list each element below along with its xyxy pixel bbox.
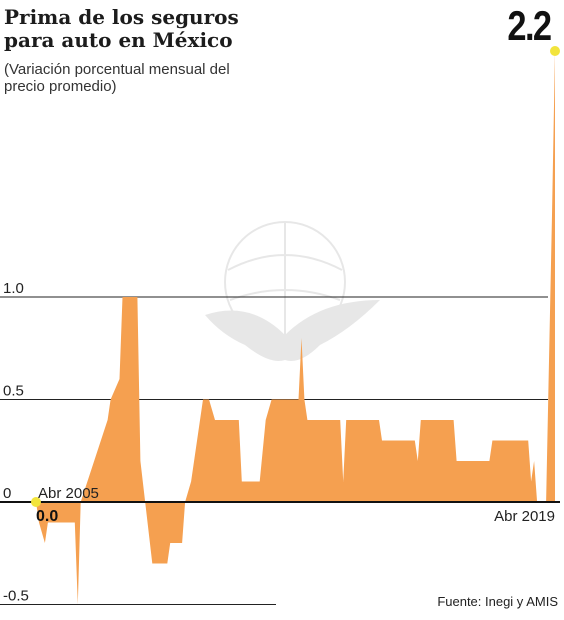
y-tick-label: -0.5: [3, 588, 29, 605]
series-area: [36, 51, 555, 605]
end-date-label: Abr 2019: [494, 508, 555, 525]
start-date-label: Abr 2005: [38, 485, 99, 502]
chart-subtitle: (Variación porcentual mensual del precio…: [4, 61, 230, 95]
watermark-eagle-icon: [205, 221, 380, 361]
y-tick-label: 0.5: [3, 383, 24, 400]
start-marker: [31, 497, 41, 507]
source-note: Fuente: Inegi y AMIS: [437, 594, 558, 609]
start-value-label: 0.0: [36, 508, 58, 525]
end-marker: [550, 46, 560, 56]
chart-title: Prima de los seguros para auto en México: [4, 5, 239, 52]
y-tick-label: 1.0: [3, 280, 24, 297]
latest-value: 2.2: [507, 2, 552, 49]
y-tick-label: 0: [3, 485, 11, 502]
